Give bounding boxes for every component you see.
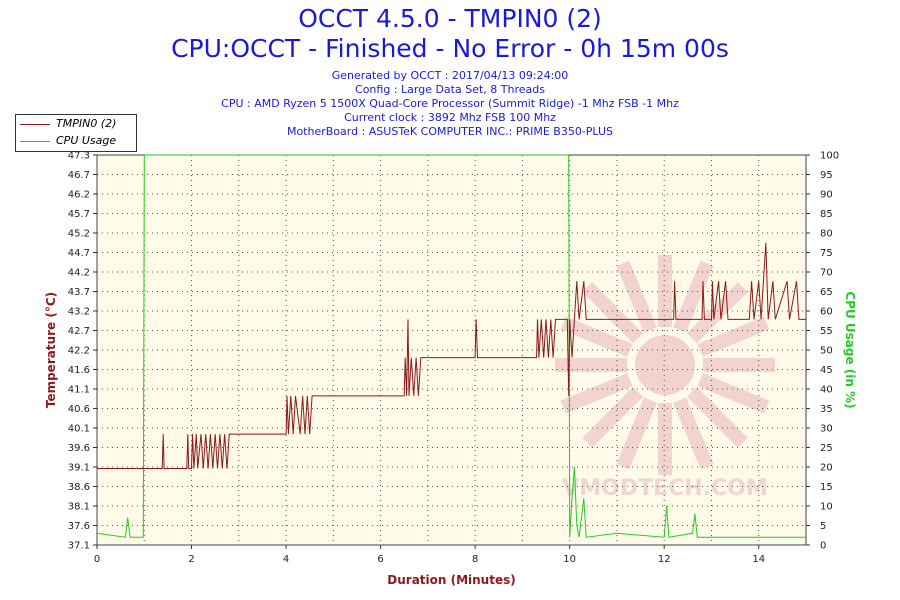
series-line-tmpin0 xyxy=(97,242,806,469)
chart-subtitle: CPU:OCCT - Finished - No Error - 0h 15m … xyxy=(171,34,729,63)
y-left-tick-label: 47.3 xyxy=(68,151,90,162)
y-right-tick-label: 30 xyxy=(820,424,833,435)
x-tick-label: 10 xyxy=(563,554,576,565)
y-right-tick-label: 0 xyxy=(820,541,826,552)
y-left-tick-label: 43.2 xyxy=(68,307,90,318)
y-left-tick-label: 41.1 xyxy=(68,385,90,396)
y-left-tick-label: 46.7 xyxy=(68,170,90,181)
legend-item-cpu: CPU Usage xyxy=(16,133,136,149)
y-right-tick-label: 20 xyxy=(820,463,833,474)
y-right-tick-label: 5 xyxy=(820,521,826,532)
y-right-tick-label: 10 xyxy=(820,502,833,513)
y-axis-right-label: CPU Usage (in %) xyxy=(843,291,857,408)
y-right-tick-label: 100 xyxy=(820,151,839,162)
x-tick-label: 6 xyxy=(377,554,383,565)
y-left-tick-label: 43.7 xyxy=(68,287,90,298)
y-right-tick-label: 25 xyxy=(820,443,833,454)
y-right-tick-label: 75 xyxy=(820,248,833,259)
chart-legend: TMPIN0 (2) CPU Usage xyxy=(15,114,137,152)
y-left-tick-label: 42.2 xyxy=(68,346,90,357)
y-left-tick-label: 38.6 xyxy=(68,482,90,493)
info-config: Config : Large Data Set, 8 Threads xyxy=(355,83,545,96)
y-right-tick-label: 50 xyxy=(820,346,833,357)
y-left-tick-label: 42.7 xyxy=(68,326,90,337)
y-left-tick-label: 37.1 xyxy=(68,541,90,552)
chart-title: OCCT 4.5.0 - TMPIN0 (2) xyxy=(298,4,602,33)
x-tick-label: 2 xyxy=(188,554,194,565)
y-left-tick-label: 39.1 xyxy=(68,463,90,474)
y-left-tick-label: 38.1 xyxy=(68,502,90,513)
y-left-tick-label: 45.2 xyxy=(68,229,90,240)
y-right-tick-label: 40 xyxy=(820,385,833,396)
y-axis-left-label: Temperature (°C) xyxy=(44,292,58,408)
x-axis-ticks: 0 2 4 6 8 10 12 14 xyxy=(94,545,765,565)
y-axis-left-ticks: 37.1 37.6 38.1 38.6 39.1 39.6 40.1 40.6 41.1 41.6… xyxy=(68,151,97,552)
y-right-tick-label: 95 xyxy=(820,170,833,181)
y-left-tick-label: 39.6 xyxy=(68,443,90,454)
watermark-text: VMODTECH.COM xyxy=(562,476,768,501)
x-tick-label: 8 xyxy=(472,554,478,565)
y-right-tick-label: 70 xyxy=(820,268,833,279)
legend-item-temp: TMPIN0 (2) xyxy=(16,116,136,132)
y-right-tick-label: 15 xyxy=(820,482,833,493)
watermark-logo: VMODTECH.COM xyxy=(555,255,775,501)
x-tick-label: 14 xyxy=(752,554,765,565)
y-left-tick-label: 41.6 xyxy=(68,365,90,376)
y-right-tick-label: 65 xyxy=(820,287,833,298)
info-clock: Current clock : 3892 Mhz FSB 100 Mhz xyxy=(344,111,556,124)
info-motherboard: MotherBoard : ASUSTeK COMPUTER INC.: PRI… xyxy=(286,125,614,138)
y-left-tick-label: 44.7 xyxy=(68,248,90,259)
y-left-tick-label: 37.6 xyxy=(68,521,90,532)
y-right-tick-label: 85 xyxy=(820,209,833,220)
y-right-tick-label: 45 xyxy=(820,365,833,376)
y-right-tick-label: 90 xyxy=(820,190,833,201)
x-tick-label: 0 xyxy=(94,554,100,565)
legend-swatch-cpu xyxy=(20,141,50,142)
x-tick-label: 4 xyxy=(283,554,289,565)
x-tick-label: 12 xyxy=(658,554,671,565)
info-cpu: CPU : AMD Ryzen 5 1500X Quad-Core Proces… xyxy=(221,97,679,110)
y-axis-right-ticks: 0 5 10 15 20 25 30 35 40 45 50 55 60 65 70 75 80 85 90 95 10… xyxy=(806,151,839,552)
y-left-tick-label: 46.2 xyxy=(68,190,90,201)
legend-swatch-temp xyxy=(20,124,50,125)
grid-lines xyxy=(97,155,806,545)
y-right-tick-label: 80 xyxy=(820,229,833,240)
y-right-tick-label: 55 xyxy=(820,326,833,337)
x-axis-label: Duration (Minutes) xyxy=(387,573,515,587)
series-line-cpu-usage xyxy=(96,154,806,538)
y-left-tick-label: 40.6 xyxy=(68,404,90,415)
legend-label-temp: TMPIN0 (2) xyxy=(56,117,117,130)
y-left-tick-label: 40.1 xyxy=(68,424,90,435)
y-left-tick-label: 44.2 xyxy=(68,268,90,279)
y-left-tick-label: 45.7 xyxy=(68,209,90,220)
legend-label-cpu: CPU Usage xyxy=(56,134,117,147)
y-right-tick-label: 35 xyxy=(820,404,833,415)
y-right-tick-label: 60 xyxy=(820,307,833,318)
info-generated: Generated by OCCT : 2017/04/13 09:24:00 xyxy=(331,69,569,82)
